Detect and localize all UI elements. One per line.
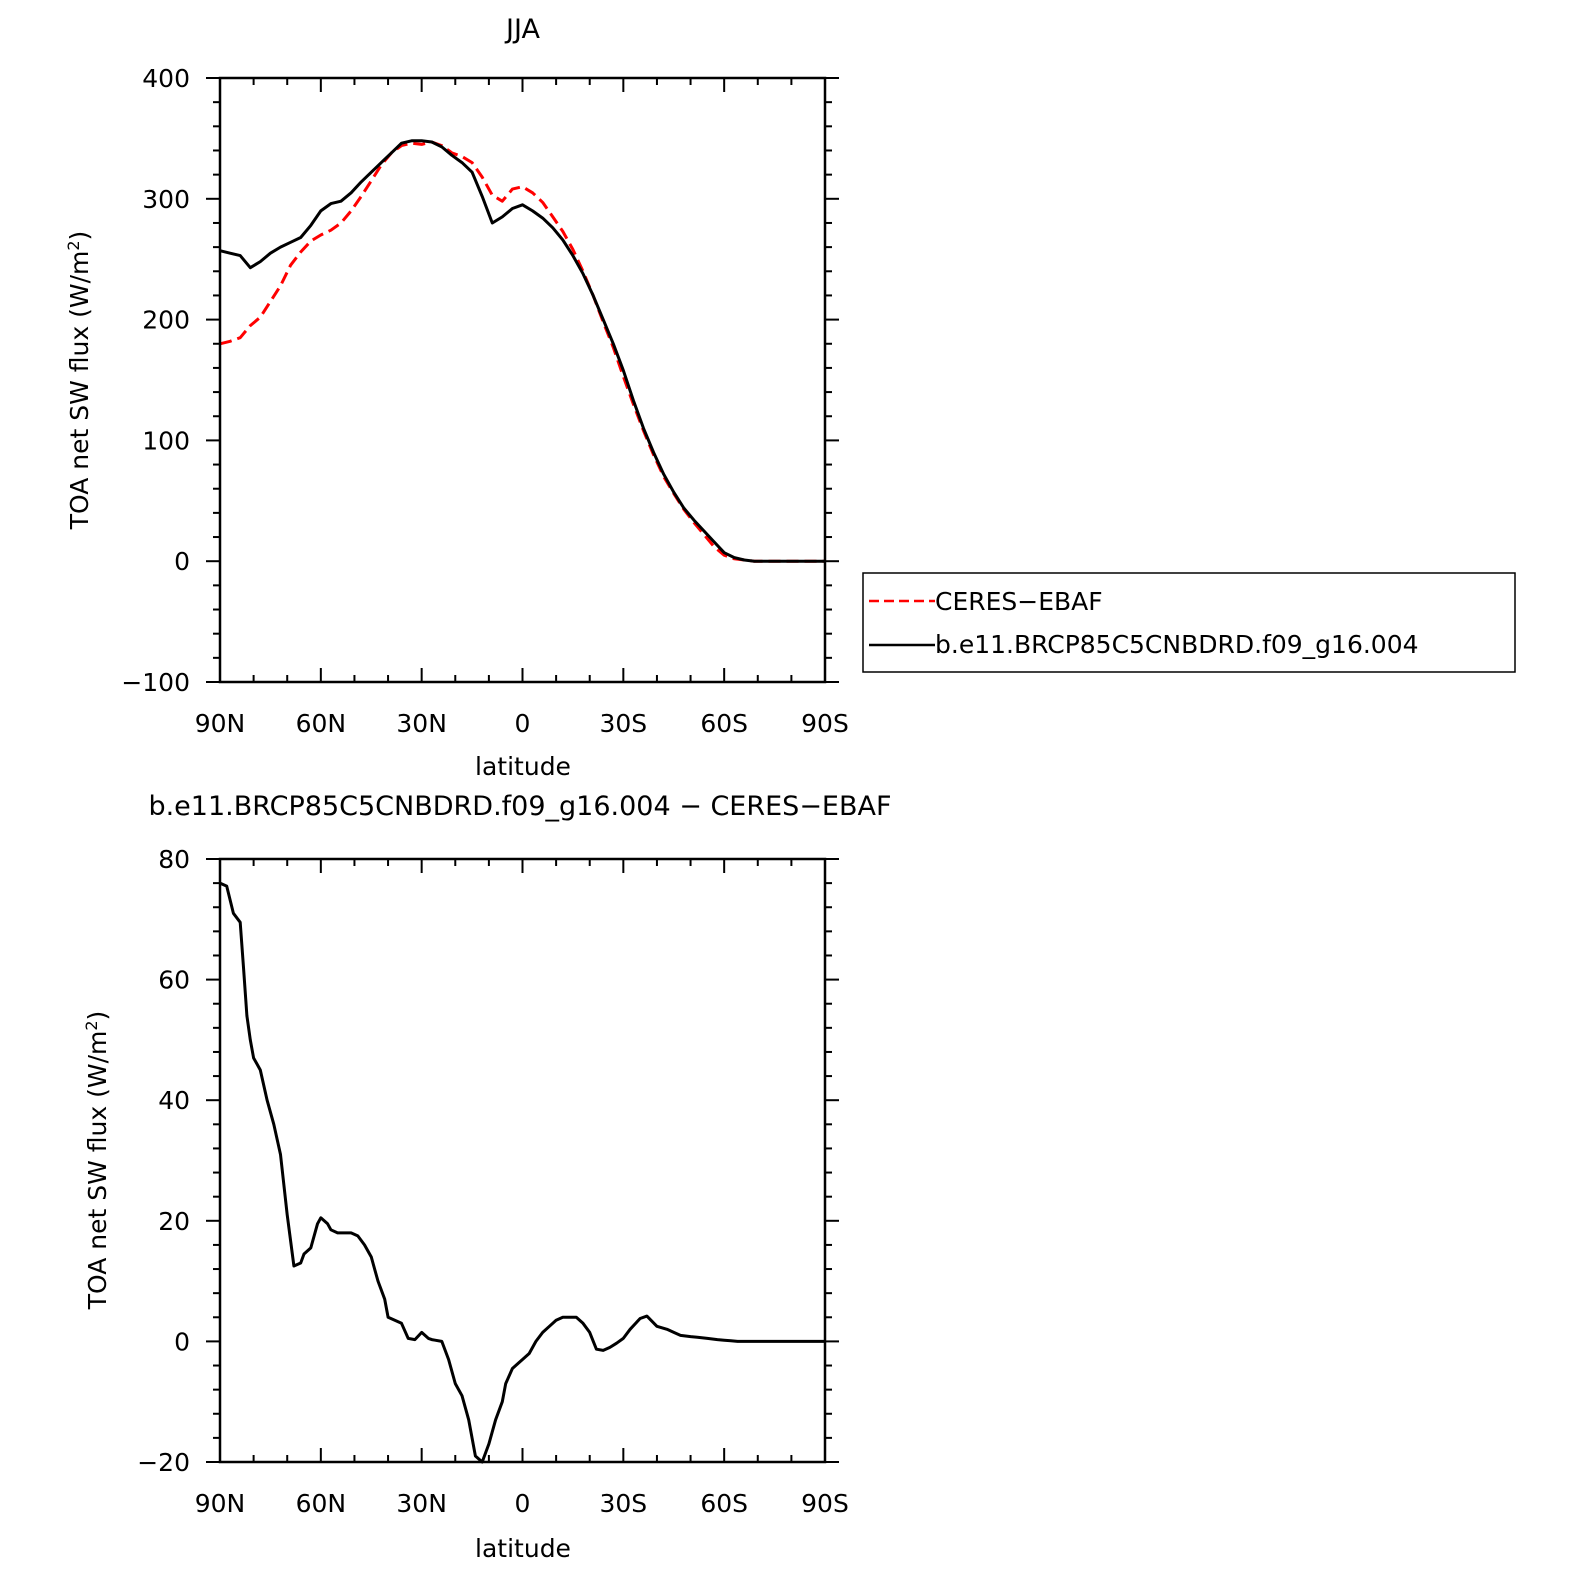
bottom-chart-y-tick-labels: −20 0 20 40 60 80 xyxy=(137,845,190,1477)
top-chart-title: JJA xyxy=(504,14,540,45)
x-tick-label: 30N xyxy=(396,709,447,738)
top-chart-panel: JJA 90N 60N 30N 0 30S 60S 90S −100 0 100 200 300 40… xyxy=(64,14,1516,781)
y-tick-label: −20 xyxy=(137,1448,190,1477)
bottom-chart-panel: b.e11.BRCP85C5CNBDRD.f09_g16.004 − CERES… xyxy=(82,791,892,1563)
bottom-chart-plot-frame xyxy=(218,857,827,1464)
bottom-chart-series xyxy=(219,881,825,1464)
x-tick-label: 60S xyxy=(700,1489,748,1518)
legend-box xyxy=(862,572,1516,673)
top-chart-y-axis-label: TOA net SW flux (W/m2) xyxy=(64,231,94,531)
top-chart-plot-frame xyxy=(218,76,827,684)
top-chart-ticks xyxy=(206,77,839,683)
x-tick-label: 30S xyxy=(599,1489,647,1518)
y-tick-label: 400 xyxy=(142,64,190,93)
x-tick-label: 90S xyxy=(801,709,849,738)
y-tick-label: 100 xyxy=(142,426,190,455)
bottom-chart-ticks xyxy=(206,858,839,1463)
x-tick-label: 30S xyxy=(599,709,647,738)
y-tick-label: 80 xyxy=(158,845,190,874)
x-tick-label: 90S xyxy=(801,1489,849,1518)
x-tick-label: 0 xyxy=(515,1489,531,1518)
x-tick-label: 30N xyxy=(396,1489,447,1518)
y-tick-label: 60 xyxy=(158,966,190,995)
bottom-series-line-0 xyxy=(219,881,825,1464)
bottom-chart-x-tick-labels: 90N 60N 30N 0 30S 60S 90S xyxy=(195,1489,849,1518)
top-series-line-1 xyxy=(219,139,825,563)
y-tick-label: 20 xyxy=(158,1207,190,1236)
x-tick-label: 90N xyxy=(195,709,246,738)
top-series-line-0 xyxy=(219,140,825,563)
top-chart-x-tick-labels: 90N 60N 30N 0 30S 60S 90S xyxy=(195,709,849,738)
y-tick-label: 200 xyxy=(142,306,190,335)
bottom-chart-y-axis-label: TOA net SW flux (W/m2) xyxy=(82,1011,112,1311)
y-tick-label: −100 xyxy=(121,668,190,697)
bottom-chart-title: b.e11.BRCP85C5CNBDRD.f09_g16.004 − CERES… xyxy=(148,791,891,822)
top-chart-y-tick-labels: −100 0 100 200 300 400 xyxy=(121,64,190,697)
bottom-chart-x-axis-label: latitude xyxy=(475,1534,571,1563)
legend-label-model: b.e11.BRCP85C5CNBDRD.f09_g16.004 xyxy=(935,630,1419,659)
x-tick-label: 90N xyxy=(195,1489,246,1518)
legend: CERES−EBAF b.e11.BRCP85C5CNBDRD.f09_g16.… xyxy=(862,572,1516,673)
y-tick-label: 0 xyxy=(174,547,190,576)
y-tick-label: 300 xyxy=(142,185,190,214)
x-tick-label: 60N xyxy=(296,1489,347,1518)
y-tick-label: 0 xyxy=(174,1327,190,1356)
x-tick-label: 0 xyxy=(515,709,531,738)
top-chart-x-axis-label: latitude xyxy=(475,752,571,781)
y-tick-label: 40 xyxy=(158,1086,190,1115)
top-chart-series xyxy=(219,139,825,563)
x-tick-label: 60S xyxy=(700,709,748,738)
x-tick-label: 60N xyxy=(296,709,347,738)
legend-label-ceres-ebaf: CERES−EBAF xyxy=(935,587,1103,616)
